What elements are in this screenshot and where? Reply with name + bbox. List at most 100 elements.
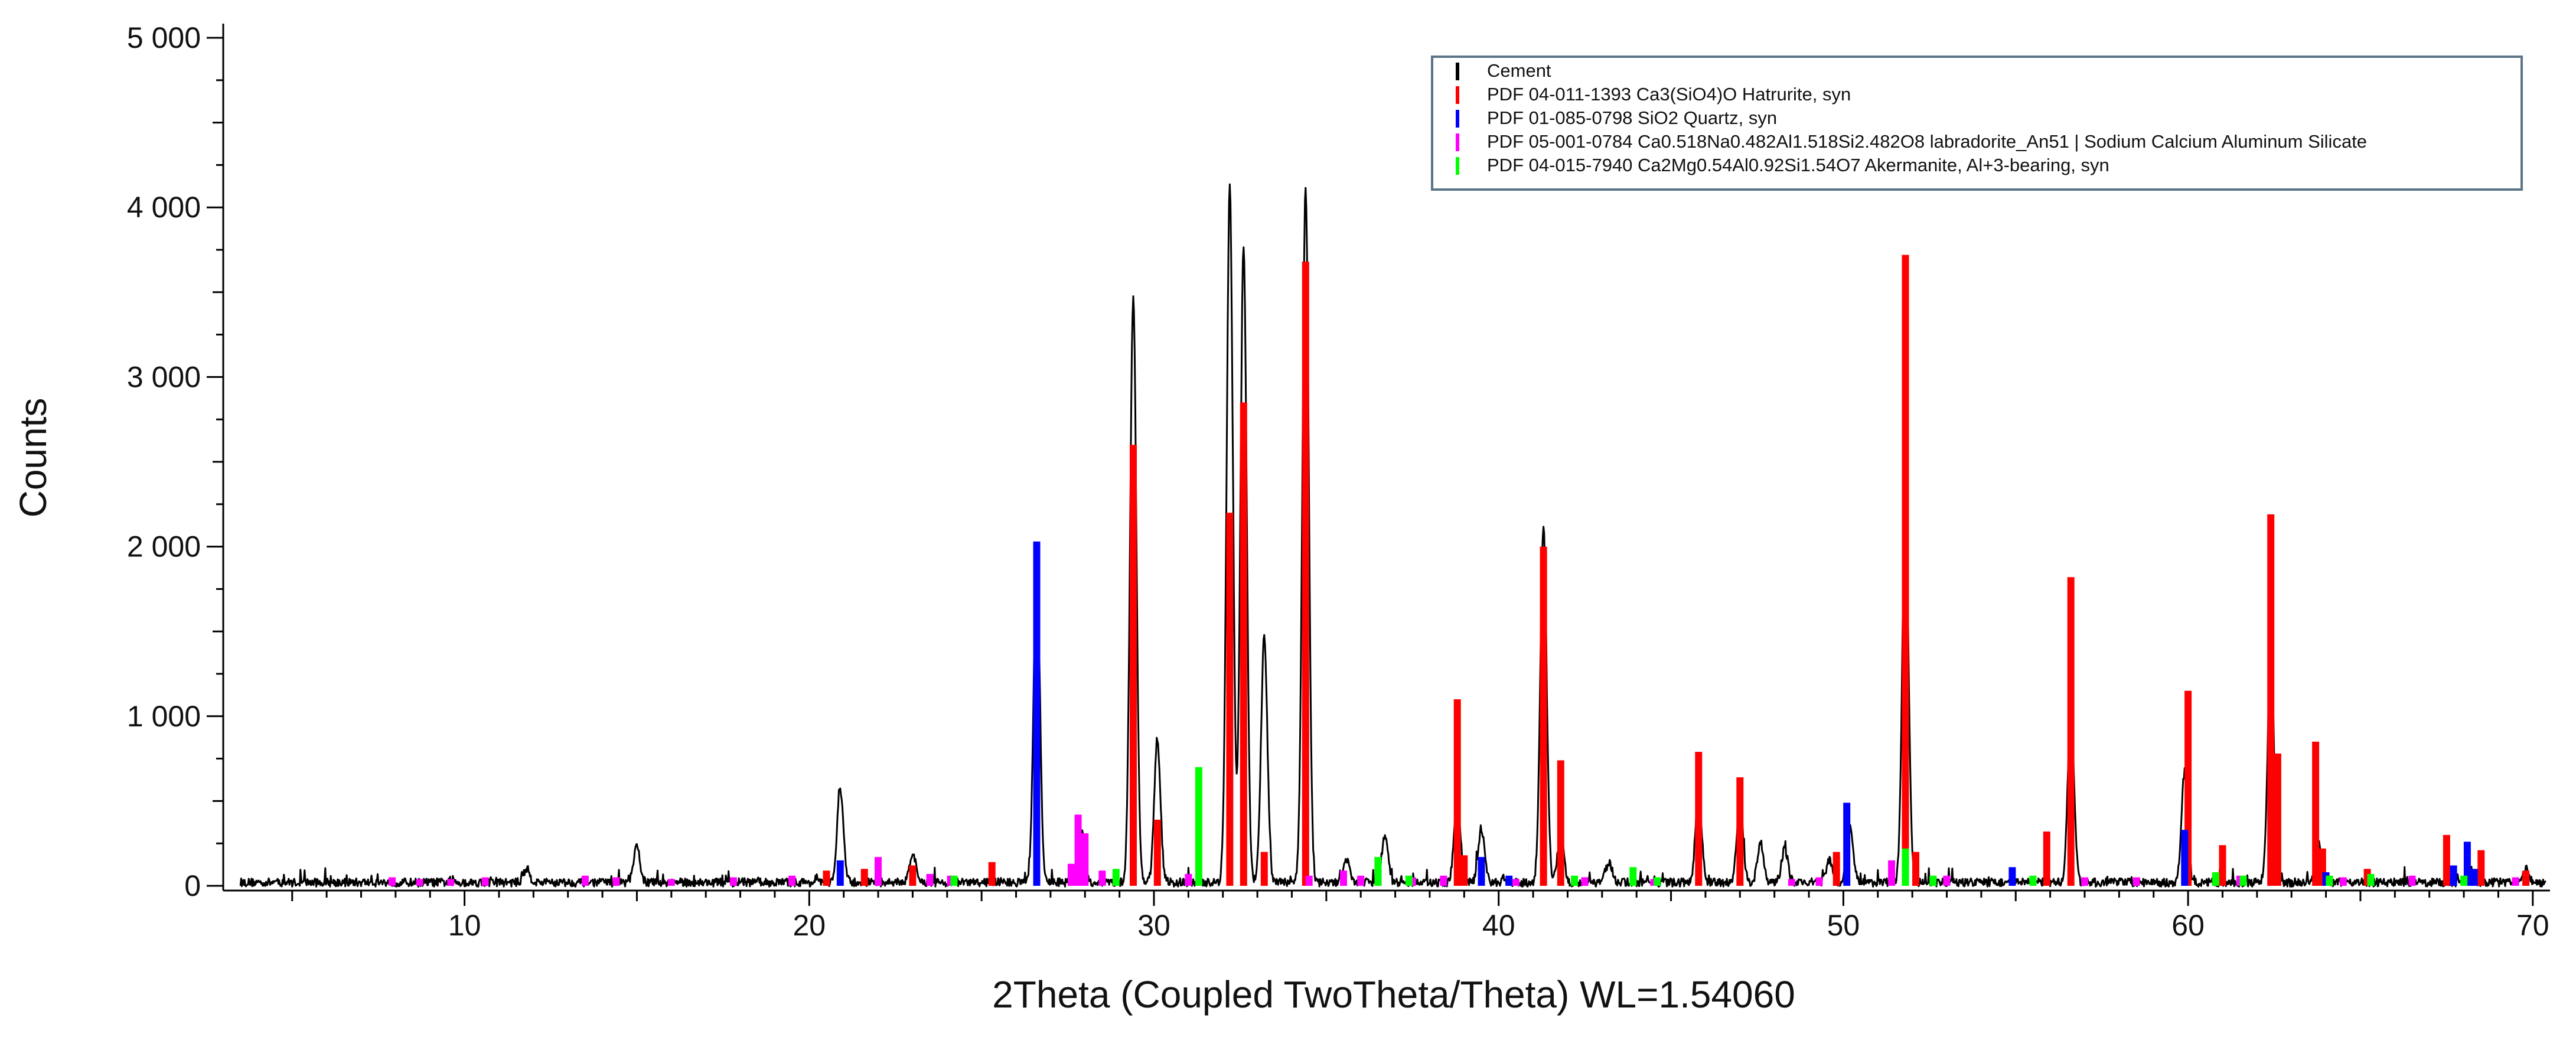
x-tick-label: 10 [448, 909, 481, 942]
x-tick-label: 30 [1137, 909, 1170, 942]
stick-3 [2081, 877, 2088, 886]
stick-1 [1302, 262, 1309, 886]
stick-3 [875, 857, 882, 886]
stick-3 [389, 877, 396, 886]
legend-label: PDF 04-015-7940 Ca2Mg0.54Al0.92Si1.54O7 … [1487, 155, 2109, 175]
stick-2 [1033, 542, 1041, 886]
legend-entries: Cement PDF 04-011-1393 Ca3(SiO4)O Hatruri… [1456, 60, 2367, 175]
y-tick-label: 2 000 [127, 530, 201, 563]
stick-3 [926, 873, 934, 886]
stick-3 [612, 877, 620, 886]
stick-3 [1074, 814, 1082, 886]
stick-1 [1130, 445, 1137, 886]
stick-2 [2450, 865, 2457, 886]
legend-swatch [1456, 133, 1459, 151]
stick-4 [1571, 875, 1579, 886]
stick-1 [1736, 777, 1744, 886]
stick-2 [2470, 869, 2478, 886]
legend-swatch [1456, 63, 1459, 80]
cement-trace-layer [239, 183, 2546, 888]
stick-3 [1185, 873, 1192, 886]
stick-3 [1340, 870, 1347, 886]
stick-1 [1902, 255, 1909, 886]
stick-3 [1943, 875, 1951, 886]
legend-swatch [1456, 86, 1459, 104]
stick-1 [2312, 741, 2320, 886]
stick-3 [481, 877, 489, 886]
stick-4 [2460, 875, 2468, 886]
y-tick-label: 5 000 [127, 21, 201, 54]
stick-1 [1557, 760, 1564, 886]
stick-1 [1460, 855, 1468, 886]
stick-1 [2522, 870, 2530, 886]
stick-4 [1654, 877, 1661, 886]
stick-4 [1902, 848, 1909, 886]
stick-2 [2181, 830, 2189, 886]
stick-1 [2043, 831, 2050, 886]
y-tick-label: 1 000 [127, 700, 201, 733]
stick-2 [1843, 803, 1851, 886]
stick-1 [823, 870, 830, 886]
legend-swatch [1456, 110, 1459, 128]
axes [222, 24, 2550, 892]
stick-3 [1788, 879, 1795, 886]
legend-label: PDF 05-001-0784 Ca0.518Na0.482Al1.518Si2… [1487, 131, 2367, 152]
y-tick-label: 3 000 [127, 360, 201, 393]
stick-1 [1695, 752, 1703, 886]
stick-1 [2477, 850, 2485, 886]
stick-1 [2067, 577, 2075, 886]
stick-3 [788, 875, 796, 886]
stick-3 [2132, 877, 2140, 886]
stick-4 [1929, 875, 1937, 886]
stick-1 [2443, 834, 2450, 886]
stick-2 [1505, 875, 1513, 886]
stick-1 [1226, 513, 1234, 886]
stick-1 [1540, 546, 1547, 886]
stick-2 [836, 860, 844, 886]
y-axis-title: Counts [12, 398, 54, 518]
stick-4 [2326, 875, 2333, 886]
stick-3 [2512, 877, 2519, 886]
stick-3 [1357, 875, 1365, 886]
stick-3 [1305, 875, 1313, 886]
stick-4 [1629, 867, 1637, 886]
x-tick-label: 50 [1827, 909, 1860, 942]
stick-3 [447, 879, 455, 886]
stick-4 [2367, 873, 2375, 886]
stick-1 [909, 865, 917, 886]
stick-3 [1440, 875, 1447, 886]
stick-1 [1260, 852, 1268, 886]
x-tick-label: 60 [2171, 909, 2205, 942]
stick-1 [1912, 852, 1919, 886]
stick-3 [416, 879, 423, 886]
x-tick-label: 40 [1482, 909, 1515, 942]
stick-1 [2219, 845, 2226, 886]
stick-3 [1098, 870, 1106, 886]
stick-3 [581, 875, 589, 886]
stick-4 [1195, 767, 1202, 886]
stick-2 [2008, 867, 2016, 886]
y-tick-label: 4 000 [127, 191, 201, 224]
legend-swatch [1456, 157, 1459, 175]
x-tick-label: 20 [793, 909, 826, 942]
stick-1 [1240, 402, 1247, 886]
stick-1 [988, 862, 996, 886]
stick-1 [2267, 514, 2275, 886]
legend-label: PDF 04-011-1393 Ca3(SiO4)O Hatrurite, sy… [1487, 84, 1851, 105]
stick-4 [2212, 872, 2219, 886]
stick-3 [2339, 877, 2347, 886]
stick-4 [2239, 875, 2247, 886]
cement-trace [239, 183, 2546, 888]
stick-1 [1453, 699, 1461, 886]
stick-4 [2029, 875, 2037, 886]
stick-2 [1478, 857, 1485, 886]
stick-3 [1581, 877, 1589, 886]
stick-4 [1405, 875, 1413, 886]
stick-3 [1067, 863, 1075, 886]
stick-1 [1153, 820, 1161, 886]
stick-1 [1832, 852, 1840, 886]
legend-label: Cement [1487, 60, 1551, 81]
y-tick-label: 0 [184, 869, 201, 902]
stick-3 [2408, 875, 2416, 886]
